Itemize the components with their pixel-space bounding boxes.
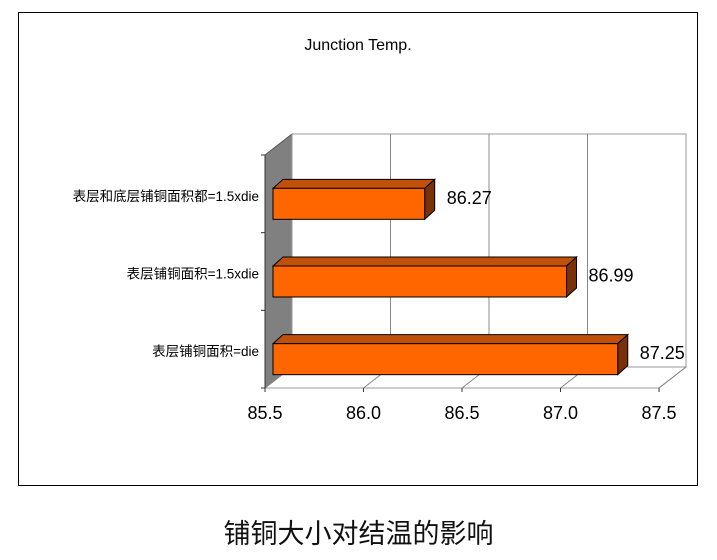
category-label: 表层铺铜面积=die xyxy=(152,344,259,359)
bar-top xyxy=(271,334,630,345)
chart-title: Junction Temp. xyxy=(304,37,411,54)
gridline-floor xyxy=(658,366,687,389)
bar xyxy=(272,343,619,376)
x-tick-label: 87.5 xyxy=(641,403,676,423)
x-tick-label: 85.5 xyxy=(247,403,282,423)
x-tick-label: 87.0 xyxy=(543,403,578,423)
bar-top xyxy=(271,178,436,189)
x-tick-label: 86.5 xyxy=(444,403,479,423)
category-label: 表层铺铜面积=1.5xdie xyxy=(127,267,259,282)
data-label: 86.27 xyxy=(447,188,492,208)
chart-frame xyxy=(18,12,698,486)
data-label: 86.99 xyxy=(589,266,634,286)
bar-chart: Junction Temp. 85.5 86.0 86.5 87.0 87.5 86.27… xyxy=(73,37,688,423)
x-tick-label: 86.0 xyxy=(346,403,381,423)
bar xyxy=(272,265,568,298)
figure-caption: 铺铜大小对结温的影响 xyxy=(223,519,494,549)
bar-top xyxy=(271,256,578,267)
bar xyxy=(272,187,426,220)
data-label: 87.25 xyxy=(640,343,685,363)
category-label: 表层和底层铺铜面积都=1.5xdie xyxy=(73,189,259,204)
